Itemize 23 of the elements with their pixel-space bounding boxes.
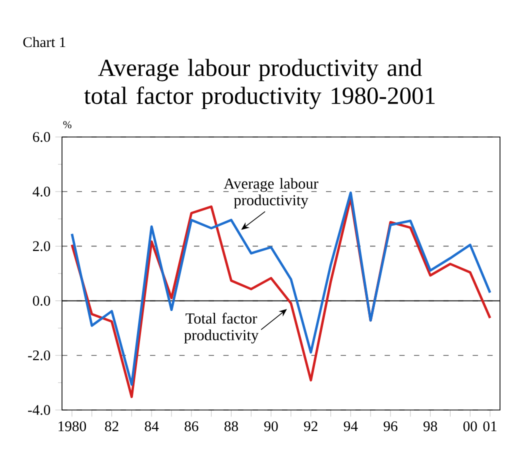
caption: Chart 1 — [23, 36, 66, 48]
y-tick-label: -2.0 — [28, 350, 50, 360]
y-tick-label: -4.0 — [28, 405, 50, 415]
y-tick-label: 6.0 — [33, 132, 50, 142]
y-tick-label: 0.0 — [32, 296, 50, 306]
annotation: Average labour productivity — [224, 178, 318, 208]
x-tick-label: 94 — [344, 421, 358, 432]
x-tick-label: 00 — [463, 421, 477, 432]
x-tick-label: 82 — [105, 421, 118, 432]
annotation: Total factor productivity — [184, 312, 259, 344]
y-tick-label: 4.0 — [32, 186, 50, 197]
x-tick-label: 88 — [224, 421, 238, 432]
x-tick-label: 01 — [483, 421, 496, 432]
x-tick-label: 98 — [423, 421, 438, 432]
y-tick-label: 2.0 — [33, 241, 50, 252]
x-tick-label: 90 — [264, 421, 278, 432]
x-tick-label: 92 — [304, 421, 318, 432]
x-tick-label: 84 — [144, 421, 159, 432]
x-tick-label: 96 — [384, 421, 398, 432]
chart-title: Average labour productivity and total factor productivity 1980-2001 — [84, 58, 435, 110]
y-axis-title: % — [63, 121, 72, 128]
x-tick-label: 86 — [184, 421, 198, 432]
x-tick-label: 1980 — [58, 421, 86, 432]
